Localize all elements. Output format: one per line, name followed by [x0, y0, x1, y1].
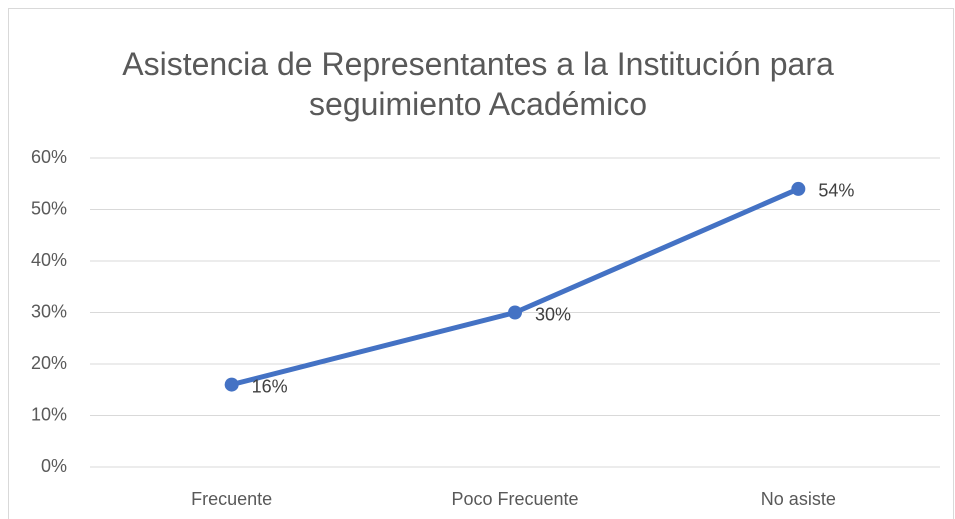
y-tick-label: 10%: [31, 404, 67, 424]
x-tick-label: No asiste: [761, 489, 836, 509]
marker: [791, 181, 806, 196]
y-tick-label: 30%: [31, 301, 67, 321]
chart-title: Asistencia de Representantes a la Instit…: [122, 46, 834, 122]
y-tick-label: 40%: [31, 250, 67, 270]
line: [229, 186, 801, 388]
y-tick-label: 50%: [31, 198, 67, 218]
chart-border: [8, 8, 954, 519]
data-label: 30%: [535, 304, 571, 324]
x-tick-label: Poco Frecuente: [451, 489, 578, 509]
data-label: 54%: [818, 181, 854, 201]
y-tick-label: 60%: [31, 147, 67, 167]
marker: [508, 305, 522, 320]
y-tick-label: 0%: [41, 456, 67, 476]
x-tick-label: Frecuente: [191, 489, 272, 509]
marker: [224, 377, 239, 392]
data-label: 16%: [252, 376, 288, 396]
y-tick-label: 20%: [31, 353, 67, 373]
